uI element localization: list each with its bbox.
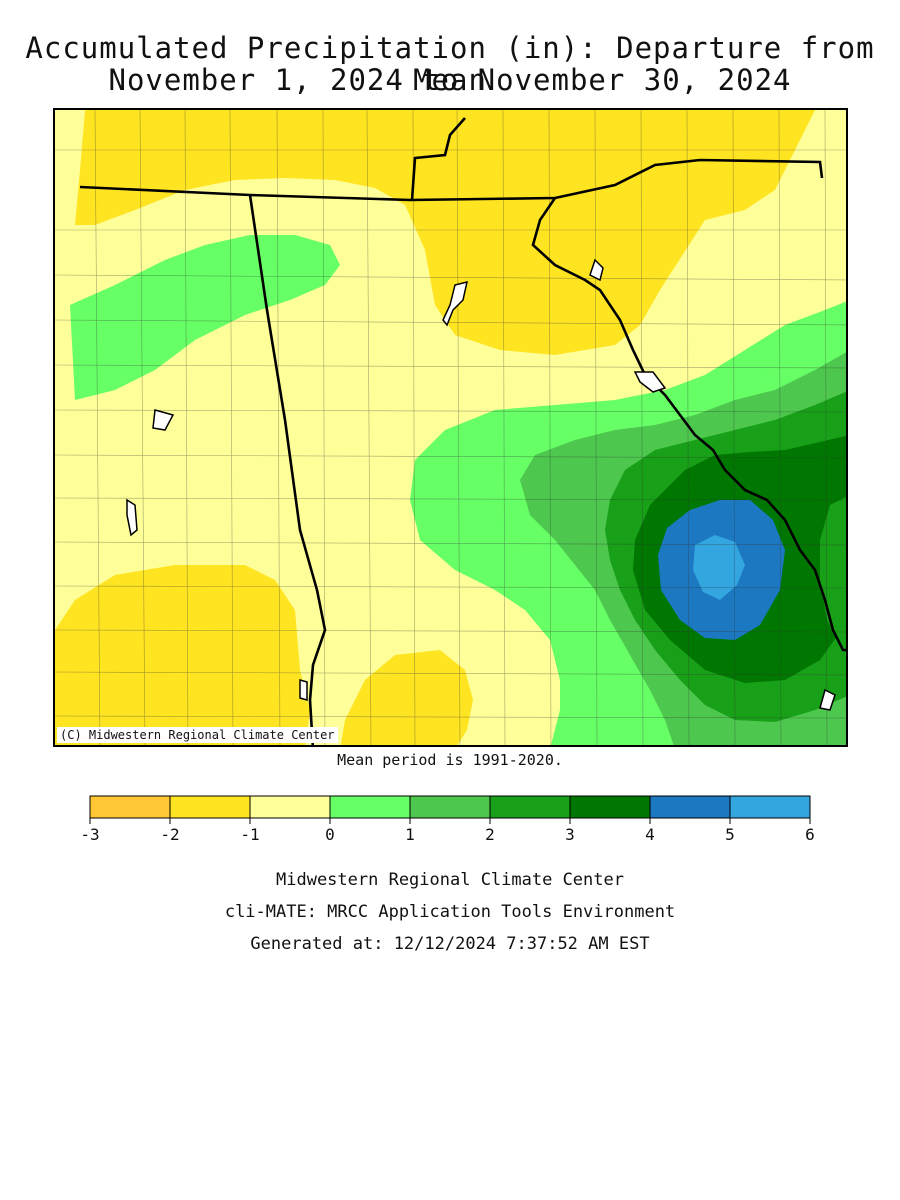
state-boundaries bbox=[79, 117, 846, 745]
legend-tick-label-5: 2 bbox=[485, 825, 495, 844]
legend-tick-label-6: 3 bbox=[565, 825, 575, 844]
legend-tick-label-1: -2 bbox=[160, 825, 179, 844]
legend-tick-label-7: 4 bbox=[645, 825, 655, 844]
legend-tick-label-9: 6 bbox=[805, 825, 815, 844]
legend-tick-label-4: 1 bbox=[405, 825, 415, 844]
footer-generated: Generated at: 12/12/2024 7:37:52 AM EST bbox=[250, 934, 650, 954]
legend-swatch-5 bbox=[489, 795, 571, 819]
mean-period-note: Mean period is 1991-2020. bbox=[337, 751, 563, 769]
zone-0-to-1-northwest bbox=[70, 235, 340, 400]
map-copyright: (C) Midwestern Regional Climate Center bbox=[57, 727, 338, 743]
map-title-line2: November 1, 2024 to November 30, 2024 bbox=[108, 63, 792, 97]
legend-tick-label-0: -3 bbox=[80, 825, 99, 844]
zone-minus2-to-minus1-north bbox=[75, 110, 815, 355]
zone-5-to-6 bbox=[693, 535, 745, 600]
zone-minus2-to-minus1-south bbox=[340, 650, 473, 745]
map-title-line1: Accumulated Precipitation (in): Departur… bbox=[25, 31, 875, 97]
legend-swatch-6 bbox=[569, 795, 651, 819]
precipitation-departure-map: (C) Midwestern Regional Climate Center bbox=[53, 108, 848, 747]
footer-organization: Midwestern Regional Climate Center bbox=[276, 870, 624, 890]
footer-tool: cli-MATE: MRCC Application Tools Environ… bbox=[224, 902, 676, 922]
lakes bbox=[126, 258, 836, 711]
county-boundaries bbox=[55, 110, 846, 745]
zone-minus2-to-minus1-southwest bbox=[55, 565, 310, 745]
map-canvas bbox=[55, 110, 846, 745]
legend-swatch-7 bbox=[649, 795, 731, 819]
legend-swatch-3 bbox=[329, 795, 411, 819]
legend-swatch-4 bbox=[409, 795, 491, 819]
legend-tick-label-2: -1 bbox=[240, 825, 259, 844]
legend-tick-label-3: 0 bbox=[325, 825, 335, 844]
color-legend: -3 -2 -1 0 1 2 3 4 5 6 bbox=[80, 795, 815, 844]
legend-swatch-2 bbox=[249, 795, 331, 819]
legend-swatch-8 bbox=[729, 795, 811, 819]
legend-swatch-1 bbox=[169, 795, 251, 819]
legend-tick-label-8: 5 bbox=[725, 825, 735, 844]
legend-swatch-0 bbox=[89, 795, 171, 819]
